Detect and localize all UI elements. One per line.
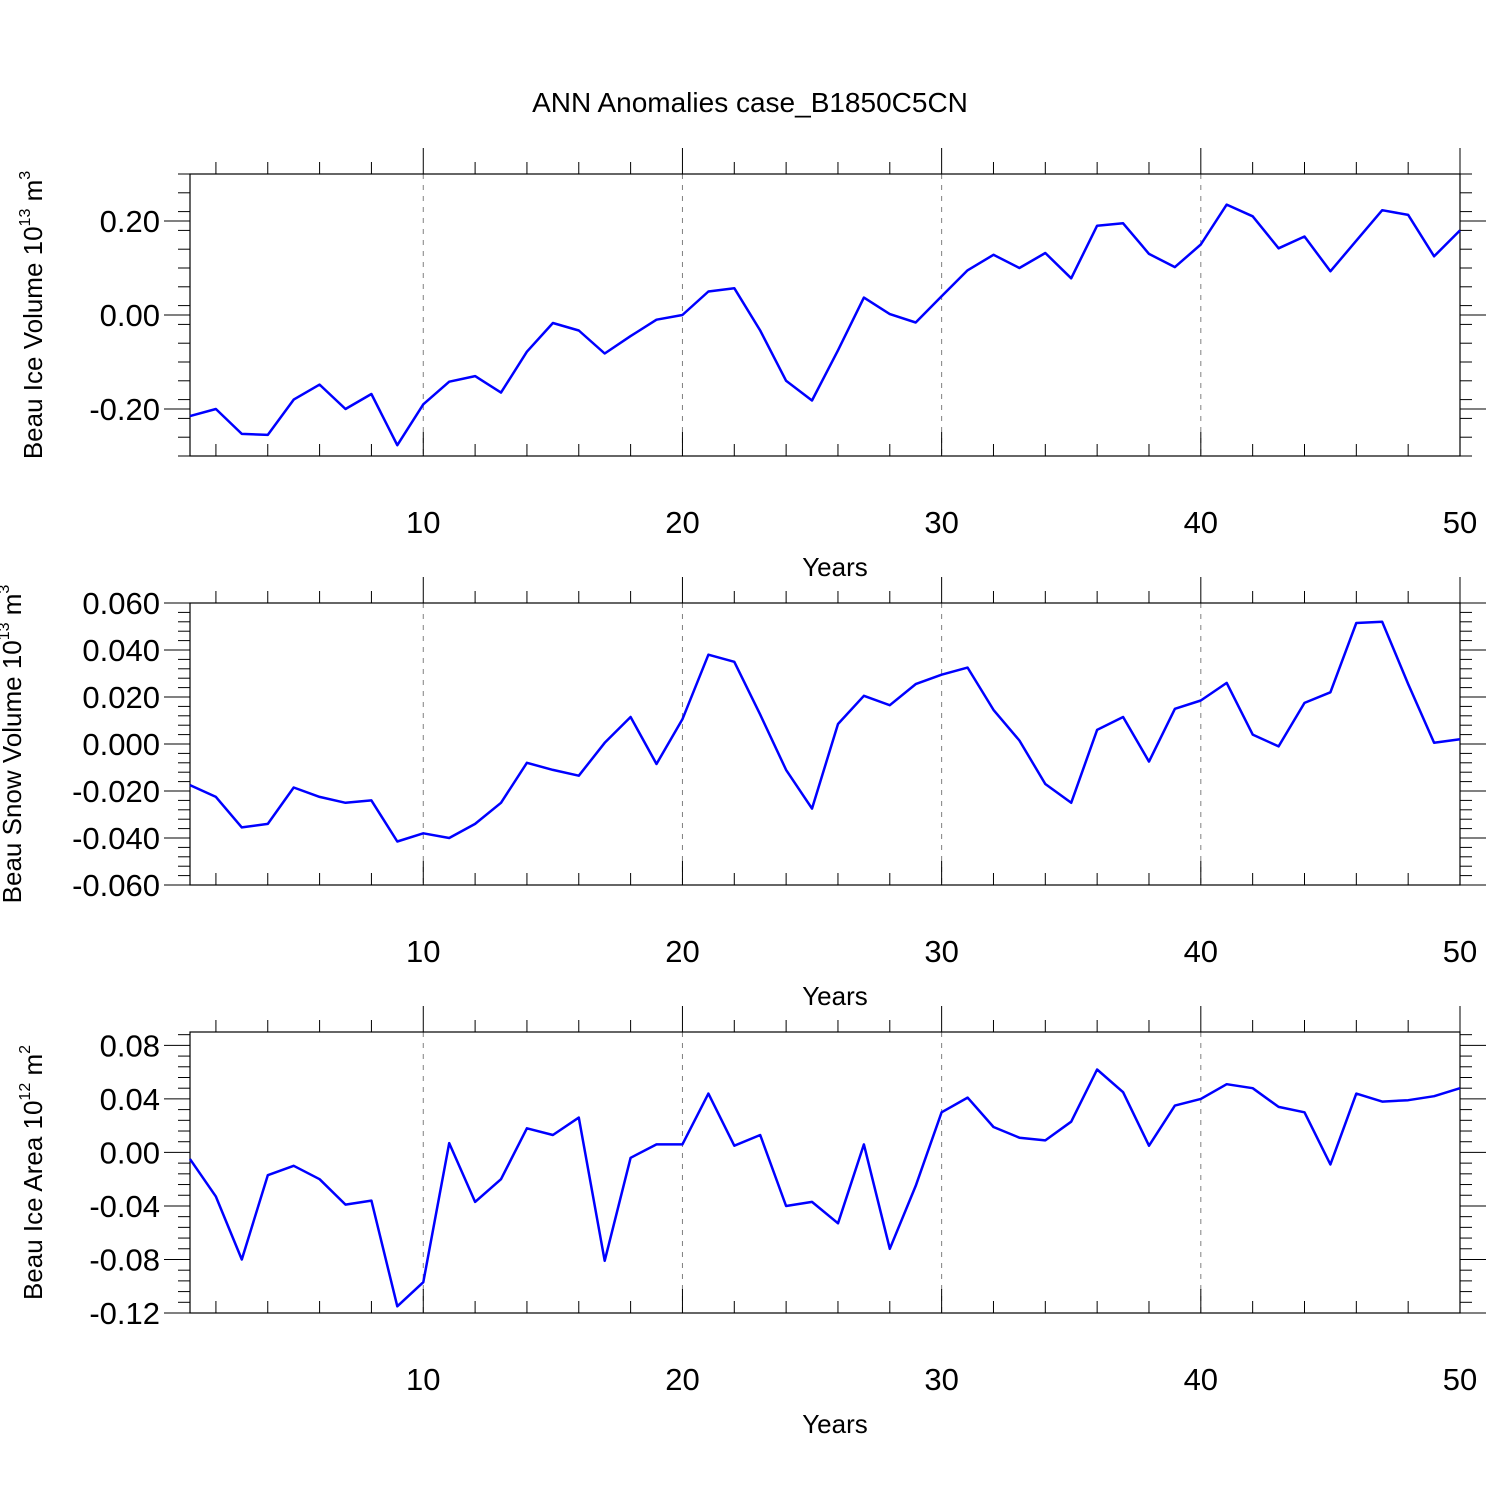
y-tick-label: 0.04	[100, 1082, 160, 1117]
y-axis-title: Beau Ice Volume 1013 m3	[17, 171, 48, 459]
y-axis-title-superscript: 3	[0, 585, 13, 594]
y-tick-label: -0.04	[89, 1189, 160, 1224]
x-tick-label: 30	[924, 934, 958, 969]
series-line	[189, 203, 1461, 447]
y-tick-label: 0.00	[100, 1135, 160, 1170]
y-tick-label: -0.12	[89, 1296, 160, 1331]
y-axis-title: Beau Snow Volume 1013 m3	[0, 585, 27, 904]
panel-2: 10 20 30 40 50 -0.060 -0.040 -0.020 0.000 0.020 0.…	[0, 577, 1486, 1011]
y-tick-label: 0.00	[100, 298, 160, 333]
y-tick-label: -0.20	[89, 392, 160, 427]
y-axis-title-part: m	[18, 1054, 48, 1083]
x-tick-label: 10	[406, 1362, 440, 1397]
y-tick-label: 0.020	[82, 680, 160, 715]
y-axis-title-part: m	[0, 594, 27, 623]
y-axis-title: Beau Ice Area 1012 m2	[17, 1045, 48, 1300]
y-axis-title-part: Beau Ice Volume 10	[18, 226, 48, 459]
x-tick-label: 20	[665, 1362, 699, 1397]
main-title: ANN Anomalies case_B1850C5CN	[532, 87, 968, 118]
x-axis-title: Years	[802, 1409, 868, 1439]
series-line	[189, 620, 1461, 843]
x-tick-label: 40	[1184, 505, 1218, 540]
series-line	[188, 1068, 1461, 1308]
y-tick-label: -0.08	[89, 1242, 160, 1277]
panel-1: 10 20 30 40 50 -0.20 0.00 0.20 Years Beau Ice Vol…	[17, 148, 1486, 582]
x-tick-label: 40	[1184, 934, 1218, 969]
x-tick-label: 30	[924, 1362, 958, 1397]
x-tick-label: 50	[1443, 505, 1477, 540]
panel-3: 10 20 30 40 50 -0.12 -0.08 -0.04 0.00 0.04 0.08 Yea…	[17, 1006, 1486, 1439]
x-tick-label: 20	[665, 934, 699, 969]
plot-frame	[189, 1031, 1461, 1314]
panels: 10 20 30 40 50 -0.20 0.00 0.20 Years Beau Ice Vol…	[0, 148, 1486, 1439]
x-tick-label: 20	[665, 505, 699, 540]
y-tick-label: -0.040	[72, 821, 160, 856]
x-axis-title: Years	[802, 981, 868, 1011]
plot-frame	[189, 602, 1461, 886]
y-axis-title-superscript: 12	[17, 1083, 34, 1101]
plot-frame	[189, 173, 1461, 457]
y-axis-title-part: Beau Ice Area 10	[18, 1101, 48, 1300]
x-tick-label: 10	[406, 934, 440, 969]
y-axis-title-superscript: 13	[0, 622, 13, 640]
y-tick-label: 0.040	[82, 633, 160, 668]
y-tick-label: 0.000	[82, 727, 160, 762]
y-tick-label: 0.08	[100, 1028, 160, 1063]
y-tick-label: -0.020	[72, 774, 160, 809]
y-tick-label: -0.060	[72, 868, 160, 903]
x-tick-label: 10	[406, 505, 440, 540]
x-axis-title: Years	[802, 552, 868, 582]
x-tick-label: 50	[1443, 934, 1477, 969]
x-tick-label: 50	[1443, 1362, 1477, 1397]
x-tick-label: 40	[1184, 1362, 1218, 1397]
y-axis-title-part: m	[18, 180, 48, 209]
y-axis-title-superscript: 2	[17, 1045, 34, 1054]
y-axis-title-part: Beau Snow Volume 10	[0, 640, 27, 903]
y-axis-title-superscript: 3	[17, 171, 34, 180]
x-tick-label: 30	[924, 505, 958, 540]
y-tick-label: 0.20	[100, 204, 160, 239]
y-axis-title-superscript: 13	[17, 209, 34, 227]
y-tick-label: 0.060	[82, 586, 160, 621]
